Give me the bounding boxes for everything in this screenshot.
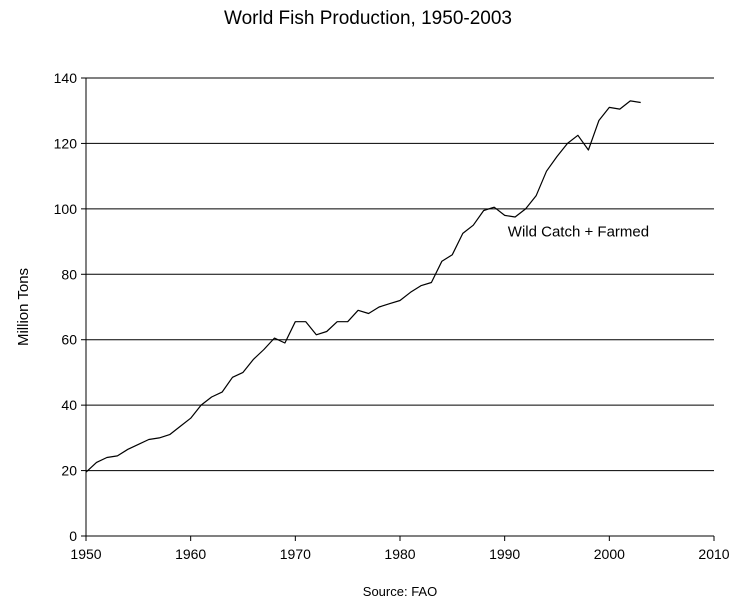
x-tick-label-2000: 2000 — [594, 546, 625, 562]
series-line-0 — [85, 100, 641, 473]
x-tick-label-1970: 1970 — [280, 546, 311, 562]
y-tick-label-20: 20 — [61, 463, 77, 479]
x-tick-label-1980: 1980 — [384, 546, 415, 562]
x-tick-label-1960: 1960 — [175, 546, 206, 562]
y-tick-label-40: 40 — [61, 397, 77, 413]
x-tick-label-2010: 2010 — [698, 546, 729, 562]
y-axis-label: Million Tons — [15, 268, 32, 346]
y-tick-label-80: 80 — [61, 266, 77, 282]
y-axis: 0 20 40 60 80 100 120 140 — [54, 70, 87, 544]
y-tick-label-0: 0 — [69, 528, 77, 544]
y-tick-label-140: 140 — [54, 70, 78, 86]
y-tick-label-100: 100 — [54, 201, 78, 217]
y-tick-label-60: 60 — [61, 332, 77, 348]
x-axis: 1950 1960 1970 1980 1990 2000 2010 — [70, 535, 730, 562]
chart-title: World Fish Production, 1950-2003 — [224, 8, 512, 29]
y-tick-label-120: 120 — [54, 135, 78, 151]
x-tick-label-1950: 1950 — [70, 546, 101, 562]
plot-area — [85, 100, 641, 473]
source-note: Source: FAO — [363, 584, 437, 599]
series-annotation: Wild Catch + Farmed — [508, 224, 649, 241]
x-tick-label-1990: 1990 — [489, 546, 520, 562]
grid-lines — [86, 77, 714, 472]
